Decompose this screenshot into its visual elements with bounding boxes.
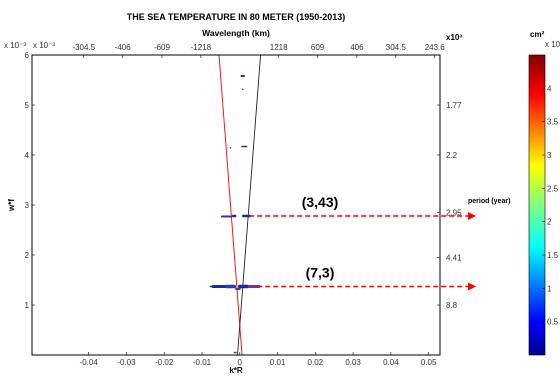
red-line — [218, 55, 243, 355]
black-line — [237, 55, 262, 355]
colorbar — [528, 54, 546, 356]
right-tick-label-2: 2.95 — [446, 209, 462, 218]
right-axis-exponent: x10³ — [446, 33, 462, 42]
data-cluster-2 — [229, 147, 232, 149]
top-tick-label-2: -609 — [154, 43, 171, 52]
data-cluster-9 — [237, 284, 250, 289]
top-tick-label-3: -1218 — [191, 43, 212, 52]
x-axis-label: k*R — [229, 366, 243, 375]
data-cluster-6 — [242, 214, 252, 218]
y-axis-exponent: x 10⁻³ — [4, 41, 26, 50]
top-tick-label-1: -406 — [115, 43, 132, 52]
data-cluster-11 — [209, 285, 214, 288]
x-tick-label-8: 0.04 — [383, 358, 399, 367]
x-tick-label-3: -0.01 — [193, 358, 212, 367]
top-tick-label-7: 304.5 — [386, 43, 407, 52]
x-tick-label-4: 0 — [238, 358, 243, 367]
data-cluster-8 — [224, 284, 236, 289]
colorbar-tick-label-7: 4 — [547, 84, 552, 93]
top-tick-label-5: 609 — [311, 43, 325, 52]
data-cluster-4 — [220, 215, 233, 218]
right-axis-label-1: period (year) — [468, 198, 510, 205]
annotation-arrowhead-0 — [468, 212, 476, 220]
data-cluster-13 — [233, 351, 237, 354]
colorbar-tick-label-5: 3 — [547, 151, 552, 160]
top-tick-label-4: 1218 — [270, 43, 288, 52]
x-tick-label-9: 0.05 — [421, 358, 437, 367]
right-tick-label-1: 2.2 — [446, 151, 458, 160]
y-axis-label: w*f — [7, 199, 16, 212]
right-tick-label-4: 8.8 — [446, 301, 458, 310]
right-tick-label-3: 4.41 — [446, 254, 462, 263]
data-cluster-12 — [235, 288, 241, 290]
data-cluster-3 — [241, 145, 248, 148]
data-cluster-5 — [231, 214, 237, 218]
top-tick-label-0: -304.5 — [72, 43, 95, 52]
chart-title: THE SEA TEMPERATURE IN 80 METER (1950-20… — [127, 12, 346, 22]
data-cluster-1 — [242, 88, 244, 90]
annotation-label-1: (7,3) — [306, 265, 335, 281]
plot-frame — [31, 54, 441, 356]
y-tick-label-4: 5 — [25, 101, 30, 110]
annotation-label-0: (3,43) — [302, 194, 339, 210]
top-axis-label: Wavelength (km) — [202, 28, 270, 38]
top-axis-exponent: x 10⁻³ — [33, 41, 55, 50]
x-tick-label-7: 0.03 — [345, 358, 361, 367]
colorbar-tick-label-3: 2 — [547, 218, 552, 227]
x-tick-label-6: 0.02 — [308, 358, 324, 367]
colorbar-exponent: x 10 — [545, 40, 560, 49]
data-cluster-0 — [240, 75, 246, 77]
y-tick-label-1: 2 — [25, 251, 30, 260]
y-tick-label-0: 1 — [25, 301, 30, 310]
x-tick-label-5: 0.01 — [270, 358, 286, 367]
y-tick-label-2: 3 — [25, 201, 30, 210]
x-tick-label-1: -0.03 — [117, 358, 136, 367]
colorbar-tick-label-1: 1 — [547, 284, 552, 293]
data-cluster-7 — [211, 285, 227, 288]
top-tick-label-8: 243.6 — [425, 43, 446, 52]
colorbar-unit: cm² — [530, 30, 545, 39]
colorbar-tick-label-6: 3.5 — [547, 118, 559, 127]
colorbar-tick-label-2: 1.5 — [547, 251, 559, 260]
y-tick-label-5: 6 — [25, 51, 30, 60]
y-tick-label-3: 4 — [25, 151, 30, 160]
annotation-arrowhead-1 — [468, 282, 476, 291]
right-tick-label-0: 1.77 — [446, 101, 462, 110]
colorbar-tick-label-4: 2.5 — [547, 184, 559, 193]
x-tick-label-0: -0.04 — [80, 358, 99, 367]
x-tick-label-2: -0.02 — [155, 358, 174, 367]
top-tick-label-6: 406 — [350, 43, 364, 52]
colorbar-tick-label-0: 0.5 — [547, 318, 559, 327]
